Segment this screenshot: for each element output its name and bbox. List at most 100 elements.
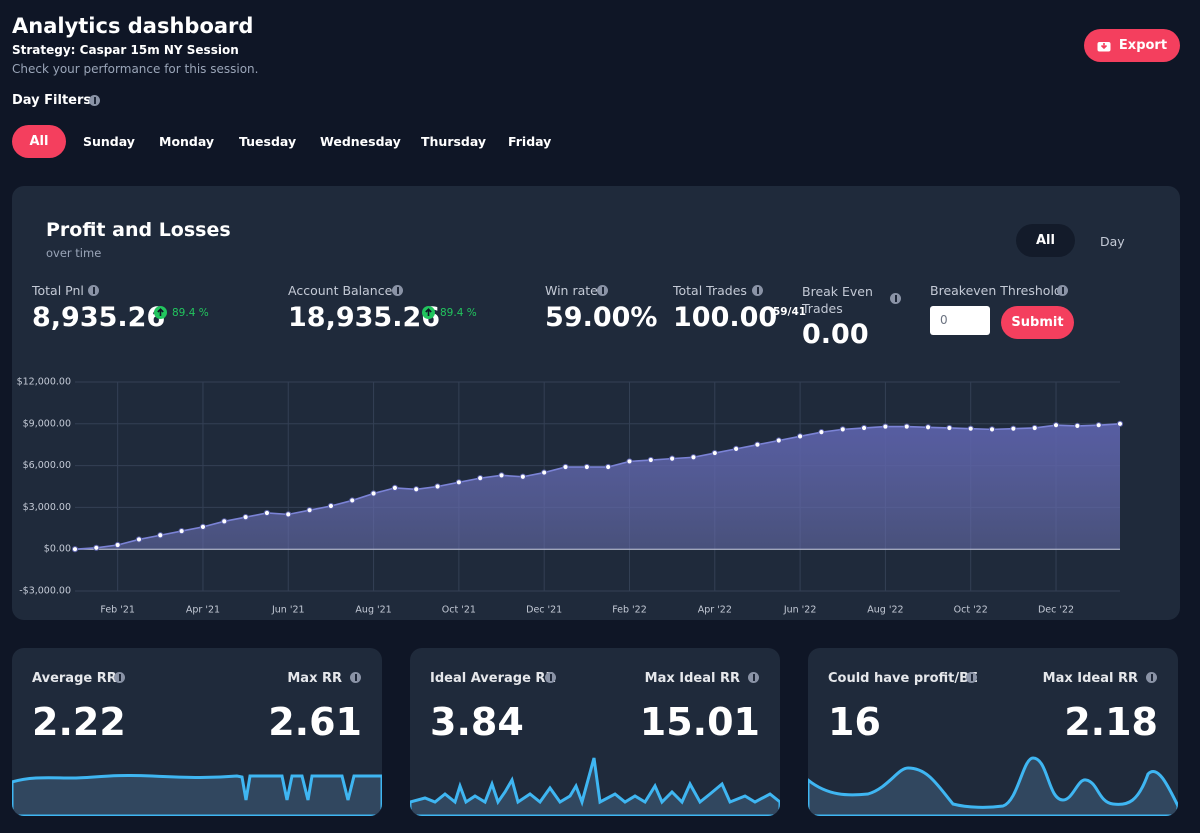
stat-label: Total Pnl — [32, 283, 84, 298]
point — [199, 523, 207, 531]
submit-button[interactable]: Submit — [1001, 306, 1074, 339]
point — [221, 518, 228, 525]
filter-option[interactable]: Sunday — [83, 134, 135, 149]
info-icon — [1057, 285, 1068, 296]
point — [562, 463, 569, 471]
point — [434, 483, 441, 490]
panel-subtitle: over time — [46, 246, 102, 260]
point — [882, 423, 889, 430]
point — [327, 502, 335, 510]
info-icon — [597, 285, 608, 296]
point — [860, 424, 868, 432]
point — [1010, 425, 1017, 432]
strategy: Strategy: Caspar 15m NY Session — [12, 43, 239, 57]
toggle-day[interactable]: Day — [1100, 234, 1125, 249]
info-icon — [114, 672, 125, 683]
x-tick-label: Apr '21 — [186, 605, 220, 616]
point — [1074, 422, 1081, 429]
x-tick-label: Jun '21 — [271, 605, 305, 616]
info-icon — [89, 95, 100, 106]
point — [1116, 420, 1124, 427]
info-icon — [88, 285, 99, 296]
stat-change: 89.4 % — [172, 307, 209, 319]
point — [413, 486, 420, 493]
point — [818, 429, 825, 436]
point — [967, 425, 974, 432]
point — [754, 441, 761, 448]
card-label: Max RR — [287, 671, 342, 686]
point — [541, 469, 548, 476]
stat-label: Account Balance — [288, 283, 393, 298]
filter-option[interactable]: Tuesday — [239, 134, 297, 149]
point — [711, 449, 718, 457]
y-tick-label: $6,000.00 — [23, 460, 71, 471]
subtitle: Check your performance for this session. — [12, 62, 259, 76]
filter-option[interactable]: Monday — [159, 134, 215, 149]
x-tick-label: Feb '22 — [612, 605, 647, 616]
export-button[interactable]: Export — [1084, 29, 1180, 62]
point — [946, 424, 953, 432]
x-tick-label: Feb '21 — [100, 605, 135, 616]
up-icon — [154, 306, 167, 319]
point — [391, 484, 398, 491]
point — [178, 527, 185, 535]
point — [988, 426, 996, 433]
card-value: 15.01 — [639, 700, 760, 744]
x-tick-label: Dec '21 — [526, 605, 562, 616]
point — [1052, 422, 1060, 429]
sparkline — [808, 756, 1178, 816]
point — [733, 445, 740, 452]
x-tick-label: Jun '22 — [783, 605, 817, 616]
export-icon — [1097, 41, 1111, 51]
point — [349, 497, 356, 504]
point — [647, 456, 654, 464]
y-tick-label: $3,000.00 — [23, 502, 71, 513]
stat-card — [12, 648, 382, 816]
filter-option[interactable]: Friday — [508, 134, 552, 149]
card-label: Average RR — [32, 671, 117, 686]
point — [1031, 424, 1038, 432]
point — [114, 541, 121, 549]
panel-title: Profit and Losses — [46, 219, 231, 241]
point — [669, 455, 676, 462]
sparkline — [12, 773, 382, 816]
submit-label: Submit — [1011, 315, 1064, 330]
point — [263, 509, 271, 517]
x-tick-label: Apr '22 — [698, 605, 732, 616]
info-icon — [890, 293, 901, 304]
point — [775, 437, 782, 444]
stat-value: 59.00% — [545, 302, 658, 333]
filter-option[interactable]: Wednesday — [320, 134, 401, 149]
info-icon — [748, 672, 759, 683]
filter-all[interactable]: All — [12, 125, 66, 158]
y-tick-label: $0.00 — [44, 544, 71, 555]
point — [370, 490, 377, 497]
card-value: 16 — [828, 700, 881, 744]
card-value: 2.22 — [32, 700, 126, 744]
point — [306, 507, 313, 514]
info-icon — [545, 672, 556, 683]
point — [93, 544, 100, 551]
stat-value: 100.00 — [673, 302, 778, 333]
info-icon — [752, 285, 763, 296]
info-icon — [392, 285, 403, 296]
point — [583, 463, 590, 471]
y-tick-label: $9,000.00 — [23, 418, 71, 429]
x-tick-label: Aug '22 — [867, 605, 903, 616]
filter-label: All — [29, 134, 49, 149]
threshold-input[interactable]: 0 — [930, 306, 990, 335]
point — [924, 424, 932, 431]
area — [75, 423, 1120, 550]
filters-label: Day Filters — [12, 93, 92, 108]
stat-value: 18,935.26 — [288, 302, 441, 333]
up-icon — [422, 306, 435, 319]
export-label: Export — [1118, 38, 1168, 53]
toggle-all[interactable]: All — [1016, 224, 1075, 257]
point — [690, 454, 697, 461]
stat-change: 89.4 % — [440, 307, 477, 319]
card-label: Max Ideal RR — [644, 671, 740, 686]
toggle-label: All — [1036, 233, 1055, 248]
point — [242, 514, 249, 521]
filter-option[interactable]: Thursday — [421, 134, 487, 149]
x-tick-label: Oct '21 — [442, 605, 476, 616]
